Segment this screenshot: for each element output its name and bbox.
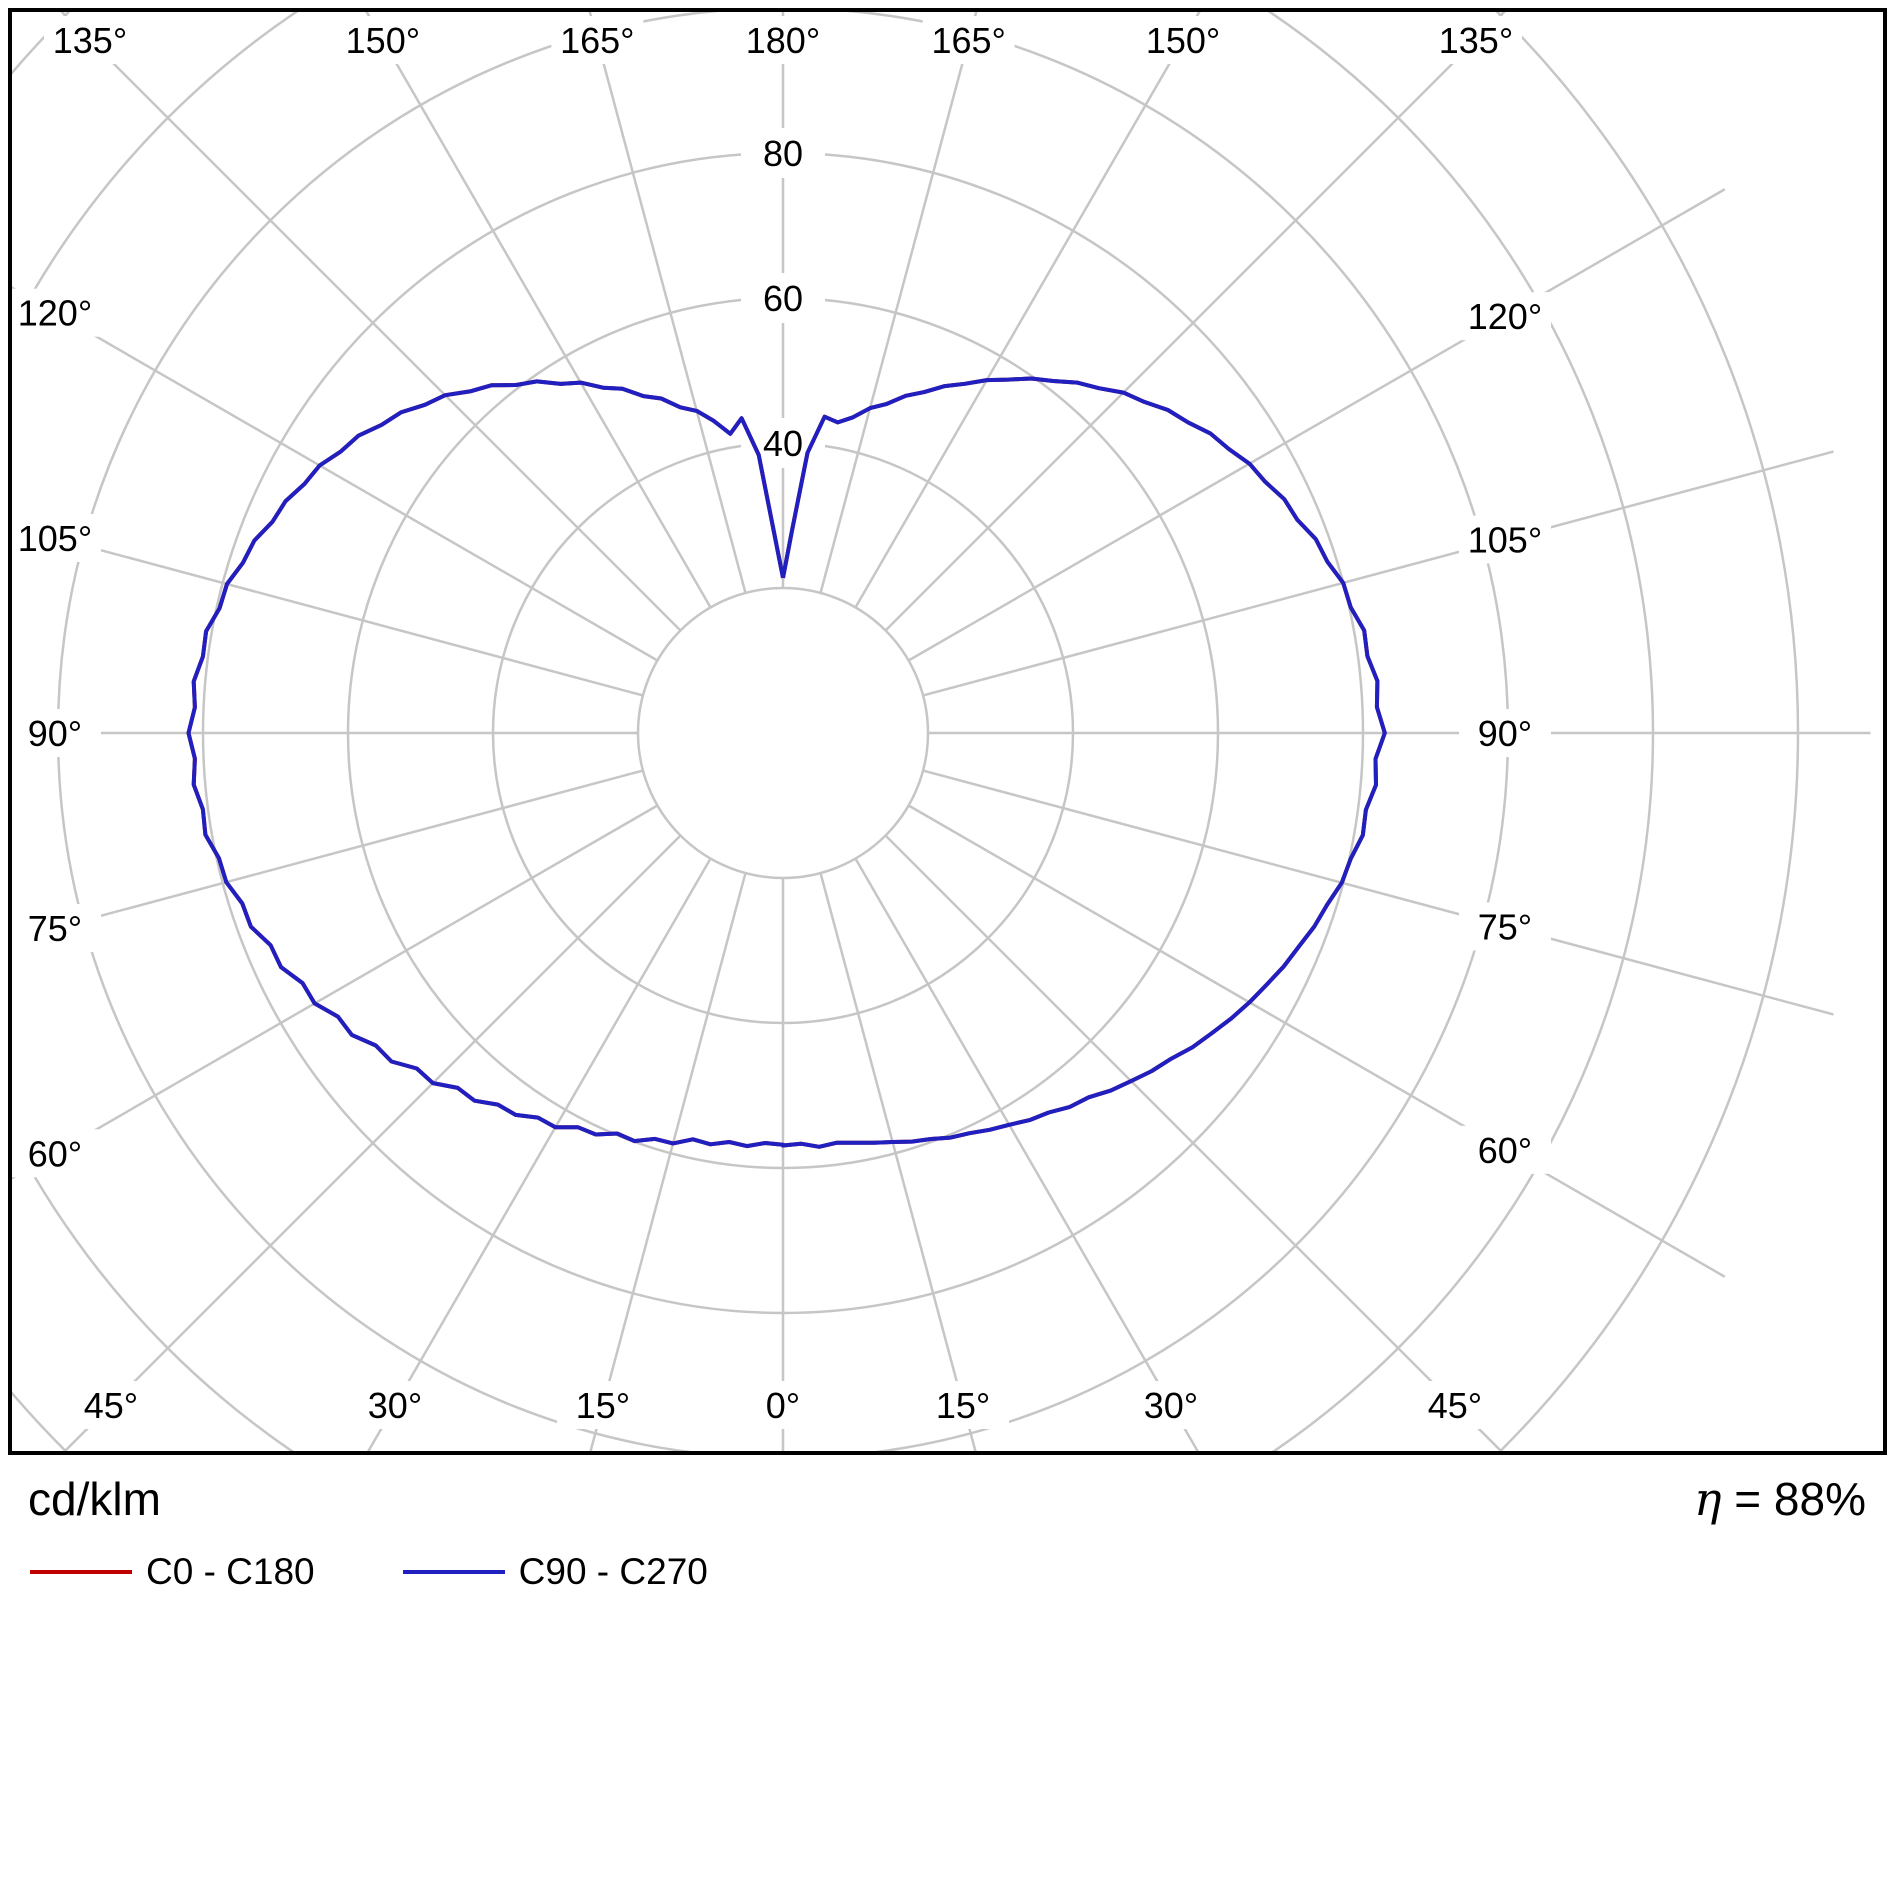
grid-ray <box>819 872 977 1451</box>
angle-label-bg <box>336 16 429 64</box>
angle-label-bg <box>349 1381 442 1429</box>
angle-label-bg <box>917 1381 1010 1429</box>
angle-label-bg <box>1459 292 1551 341</box>
angle-label: 105° <box>18 518 92 559</box>
angle-label: 75° <box>28 908 82 949</box>
angle-label: 165° <box>931 20 1005 61</box>
angle-label-bg <box>12 904 101 953</box>
legend-line-swatch <box>30 1570 132 1574</box>
angle-label-bg <box>1409 1381 1501 1429</box>
radial-tick-bg <box>741 128 825 178</box>
angle-label-bg <box>556 1381 649 1429</box>
grid-ray <box>63 834 682 1451</box>
angle-label: 135° <box>53 20 127 61</box>
grid-ray <box>922 450 1834 697</box>
grid-ray <box>884 12 1506 632</box>
angle-label-bg <box>65 1381 157 1429</box>
angle-label-bg <box>12 288 101 337</box>
angle-label: 90° <box>1478 713 1532 754</box>
grid-ray <box>907 804 1726 1278</box>
angle-label: 105° <box>1468 520 1542 561</box>
radial-tick-label: 40 <box>763 423 803 464</box>
legend-line-swatch <box>402 1570 505 1574</box>
legend-label: C90 - C270 <box>518 1551 708 1592</box>
angle-label: 15° <box>936 1385 990 1426</box>
angle-label: 30° <box>368 1385 422 1426</box>
angle-label-bg <box>737 16 829 64</box>
angle-label-bg <box>1459 1125 1551 1174</box>
angle-label: 120° <box>18 293 92 334</box>
angle-label-bg <box>551 16 644 64</box>
angle-label: 90° <box>28 713 82 754</box>
angle-label: 150° <box>346 20 420 61</box>
efficiency-label: η = 88% <box>1694 1472 1866 1526</box>
angle-label-bg <box>12 1129 101 1178</box>
angle-label-bg <box>1430 16 1522 64</box>
grid-ray <box>819 12 978 594</box>
angle-label: 30° <box>1144 1385 1198 1426</box>
grid-ray <box>12 525 644 697</box>
angle-label: 45° <box>84 1385 138 1426</box>
grid-ray <box>367 857 712 1451</box>
grid-circle <box>636 586 930 880</box>
angle-label: 15° <box>576 1385 630 1426</box>
radial-tick-label: 60 <box>763 278 803 319</box>
angle-label: 135° <box>1439 20 1513 61</box>
angle-label: 75° <box>1478 906 1532 947</box>
grid-ray <box>854 857 1199 1451</box>
angle-label-bg <box>1459 709 1551 757</box>
angle-label-bg <box>1459 902 1551 951</box>
radial-tick-bg <box>741 273 825 323</box>
grid-ray <box>907 188 1726 662</box>
grid-ray <box>854 12 1201 609</box>
legend-label: C0 - C180 <box>146 1551 315 1592</box>
legend-item-0: C0 - C180 <box>30 1551 315 1593</box>
angle-label: 60° <box>28 1133 82 1174</box>
grid-ray <box>884 834 1503 1451</box>
efficiency-value: = 88% <box>1721 1473 1866 1525</box>
curve-c90-c270 <box>186 376 1387 1149</box>
legend: C0 - C180 C90 - C270 <box>30 1551 796 1593</box>
unit-label: cd/klm <box>28 1473 161 1525</box>
grid-ray <box>365 12 712 609</box>
polar-plot-area: 0° 15° 15° 30° 30° 45° 45° 60° 60° 75° 75° 90° 90° 10… <box>8 8 1887 1455</box>
polar-chart-svg: 0° 15° 15° 30° 30° 45° 45° 60° 60° 75° 75° 90° 90° 10… <box>12 12 1871 1451</box>
angle-label-bg <box>1137 16 1230 64</box>
angle-label-bg <box>1124 1381 1217 1429</box>
angle-label-bg <box>44 16 136 64</box>
angle-label: 60° <box>1478 1130 1532 1171</box>
grid-ray <box>588 12 747 594</box>
angle-label-bg <box>922 16 1015 64</box>
legend-item-1: C90 - C270 <box>402 1551 708 1593</box>
radial-tick-label: 80 <box>763 133 803 174</box>
angle-label: 180° <box>746 20 820 61</box>
grid-ray <box>12 769 644 941</box>
angle-label-bg <box>12 513 101 562</box>
grid-ray <box>60 12 682 632</box>
angle-label: 150° <box>1146 20 1220 61</box>
grid-ray <box>589 872 747 1451</box>
angle-label-bg <box>1459 515 1551 564</box>
angle-label-bg <box>12 709 101 757</box>
grid-ray <box>12 286 659 662</box>
eta-symbol: η <box>1693 1472 1722 1526</box>
grid-circle <box>12 12 1654 1451</box>
grid-ray <box>922 769 1834 1016</box>
angle-label: 0° <box>766 1385 800 1426</box>
angle-label: 120° <box>1468 296 1542 337</box>
angle-label-bg <box>737 1381 829 1429</box>
angle-label: 45° <box>1428 1385 1482 1426</box>
grid-ray <box>12 804 659 1180</box>
angle-label: 165° <box>560 20 634 61</box>
